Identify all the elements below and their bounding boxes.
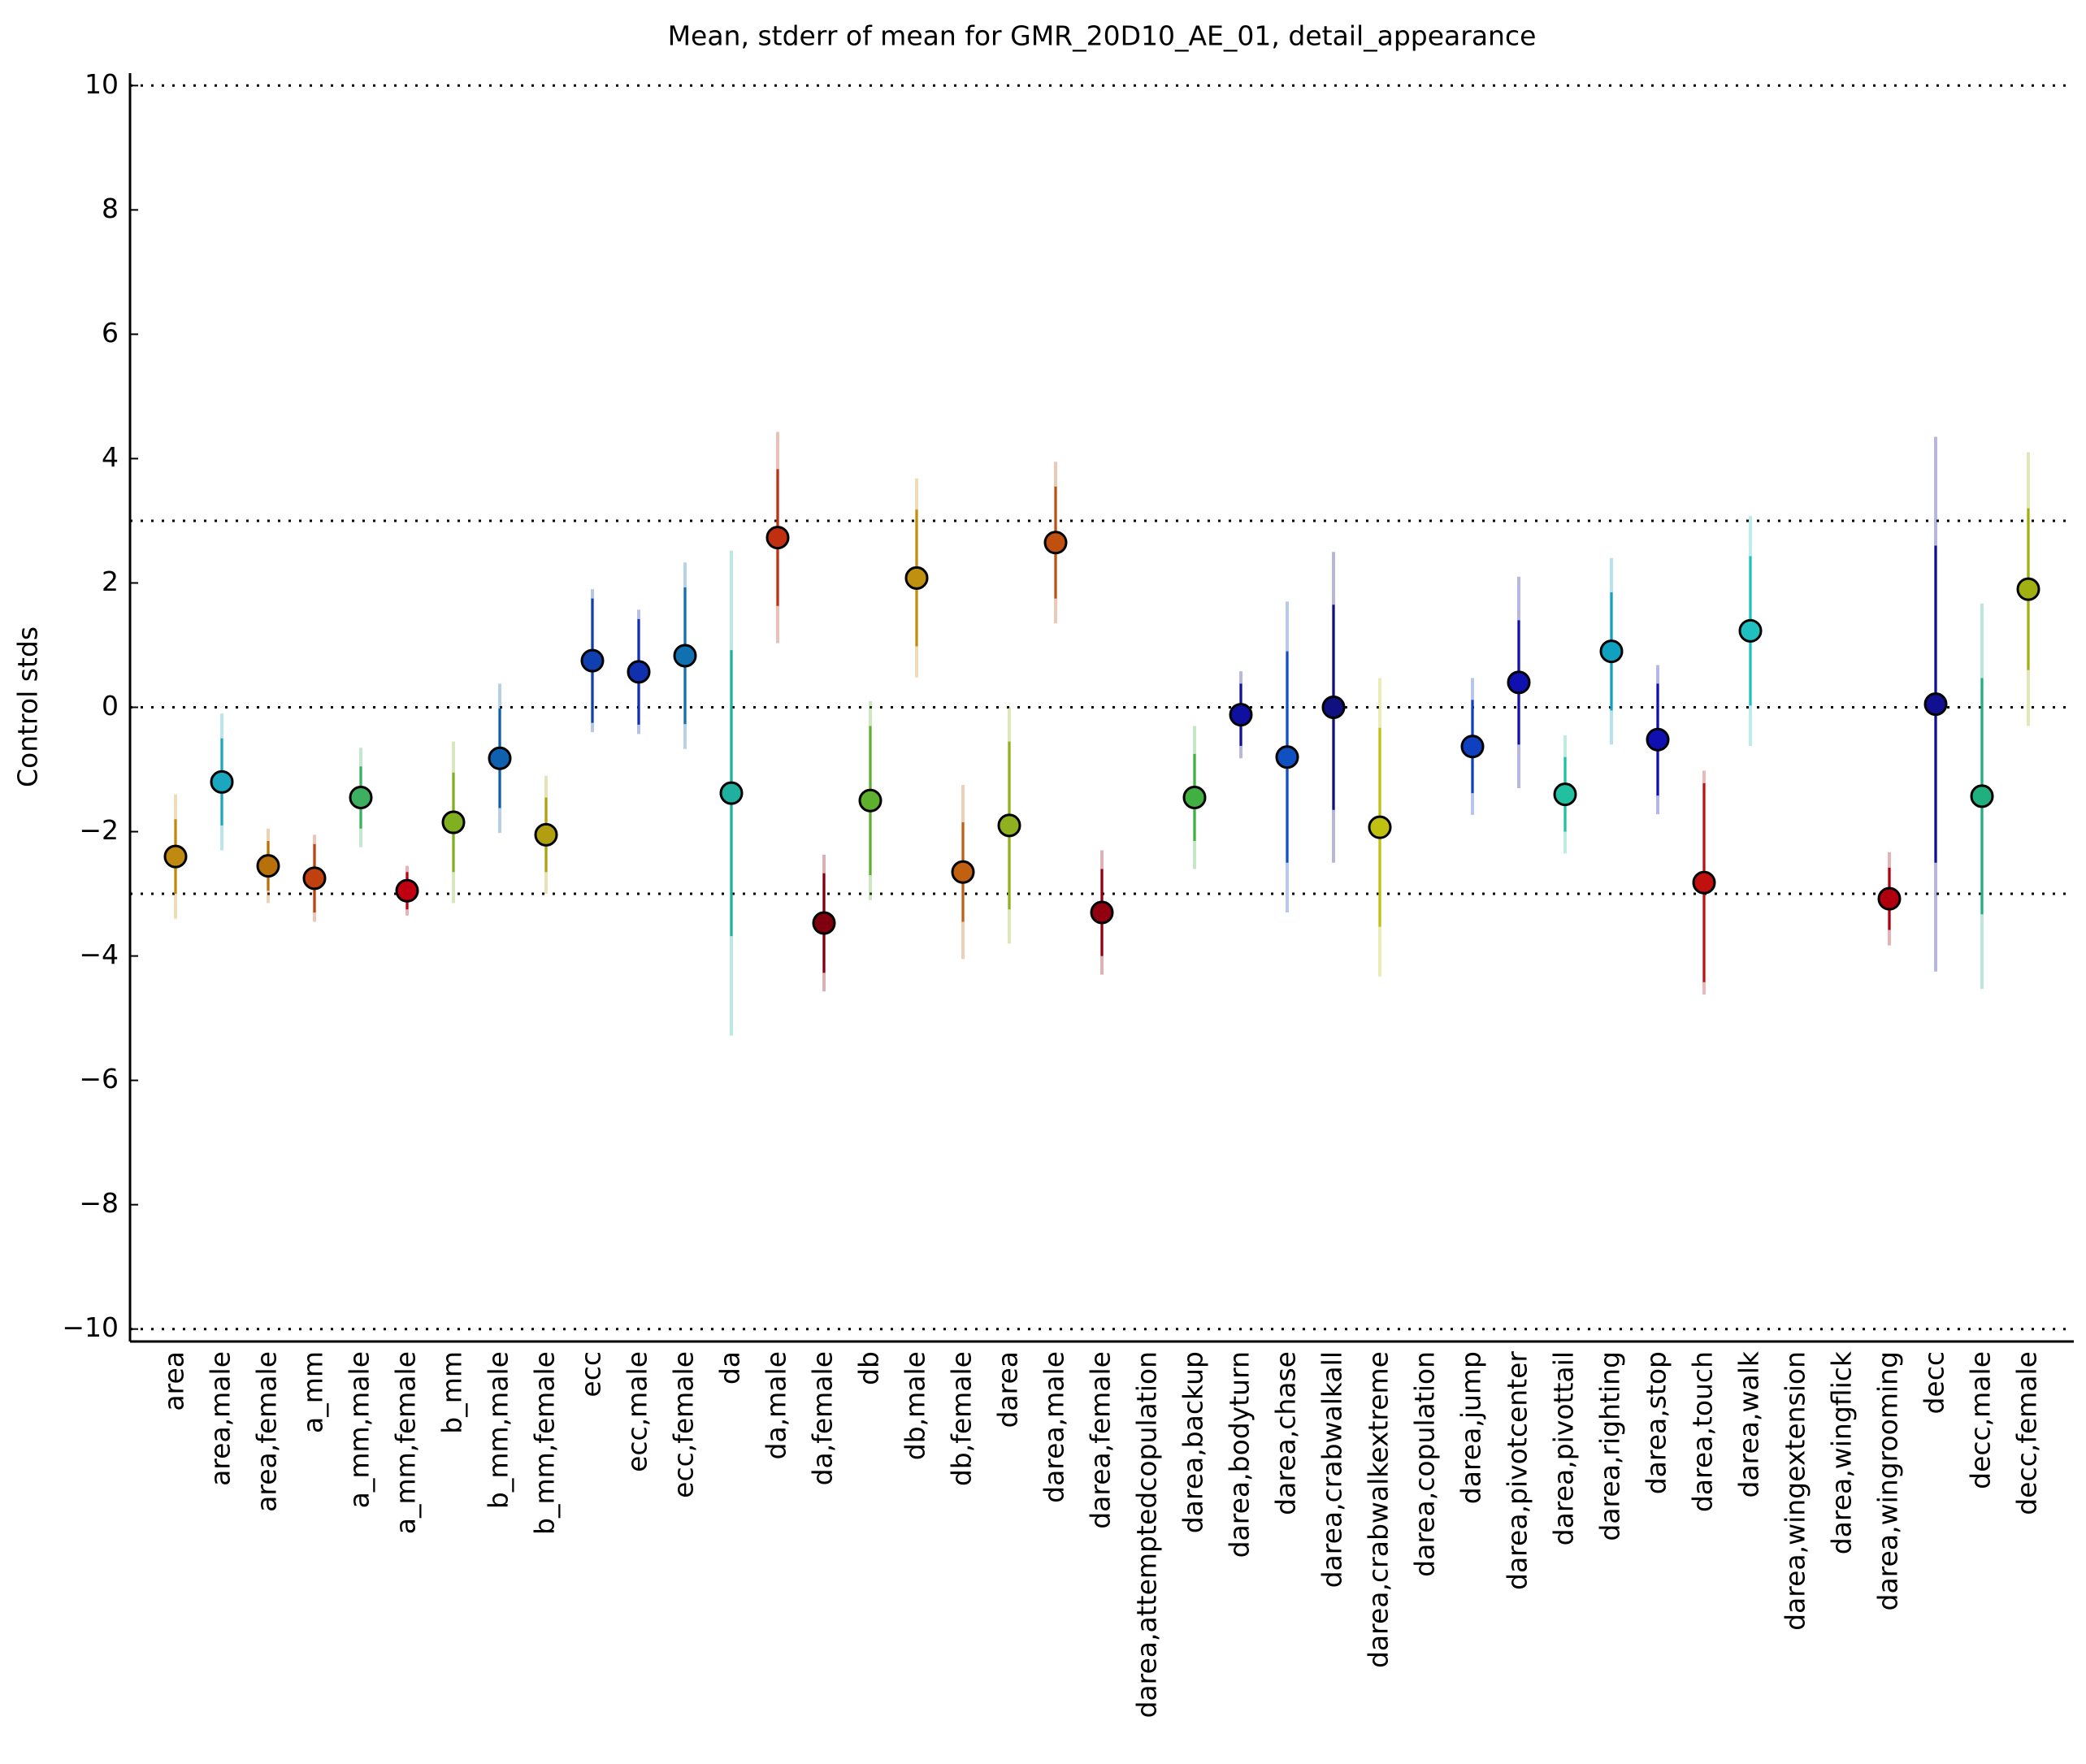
y-tick-label: −6 <box>79 1063 119 1094</box>
mean-marker <box>1970 784 1994 808</box>
x-tick-label: a_mm <box>297 1351 329 1433</box>
x-tick-label: darea <box>992 1351 1024 1428</box>
mean-marker <box>1090 900 1114 925</box>
mean-marker <box>2016 577 2040 601</box>
x-tick-label: decc <box>1919 1351 1950 1415</box>
x-tick-label: decc,male <box>1965 1351 1997 1489</box>
y-tick-label: 2 <box>102 566 119 597</box>
x-tick-label: darea,crabwalkall <box>1316 1351 1348 1588</box>
x-tick-label: darea,backup <box>1177 1351 1209 1533</box>
x-tick-label: darea,touch <box>1687 1351 1719 1512</box>
mean-marker <box>951 860 975 884</box>
x-tick-label: darea,bodyturn <box>1224 1351 1256 1558</box>
y-tick-label: −8 <box>79 1187 119 1219</box>
y-tick-label: −2 <box>79 814 119 846</box>
y-tick-label: 6 <box>102 317 119 349</box>
x-tick-label: area <box>158 1351 190 1411</box>
mean-marker <box>1553 782 1577 807</box>
x-tick-label: db,male <box>900 1351 931 1460</box>
mean-marker <box>1646 727 1670 752</box>
x-tick-label: b_mm,female <box>529 1351 561 1535</box>
mean-marker <box>997 813 1021 838</box>
y-axis-label: Control stds <box>12 626 44 787</box>
mean-marker <box>302 866 327 891</box>
x-tick-label: ecc,female <box>668 1351 700 1498</box>
mean-marker <box>1275 745 1299 769</box>
mean-marker <box>580 648 605 673</box>
mean-marker <box>441 810 466 834</box>
mean-marker <box>1923 692 1948 717</box>
mean-marker <box>349 785 373 809</box>
mean-marker <box>1368 815 1392 839</box>
mean-marker <box>1043 531 1068 555</box>
x-tick-label: ecc <box>575 1351 607 1398</box>
mean-marker <box>858 788 883 813</box>
mean-marker <box>395 878 419 903</box>
y-tick-label: 4 <box>102 441 119 473</box>
mean-marker <box>1460 735 1485 759</box>
mean-marker <box>534 822 558 847</box>
mean-marker <box>1229 703 1253 727</box>
x-tick-label: a_mm,male <box>344 1351 375 1508</box>
mean-marker <box>1321 696 1346 719</box>
mean-marker <box>163 844 188 869</box>
x-tick-label: da,male <box>761 1351 792 1460</box>
x-tick-label: da <box>714 1351 746 1385</box>
x-tick-label: darea,pivottail <box>1548 1351 1580 1545</box>
x-tick-label: darea,wingextension <box>1780 1351 1811 1631</box>
mean-marker <box>488 746 512 770</box>
x-tick-label: decc,female <box>2011 1351 2043 1515</box>
mean-marker <box>627 660 651 684</box>
mean-marker <box>210 769 234 794</box>
x-tick-label: darea,stop <box>1641 1351 1672 1494</box>
x-tick-label: darea,walk <box>1733 1350 1765 1497</box>
x-tick-label: b_mm <box>436 1351 468 1434</box>
mean-marker <box>1692 870 1716 895</box>
y-tick-label: 8 <box>102 193 119 224</box>
x-tick-label: darea,crabwalkextreme <box>1363 1351 1394 1668</box>
x-tick-label: area,male <box>205 1351 236 1486</box>
mean-marker <box>719 781 744 805</box>
x-tick-label: darea,female <box>1085 1351 1117 1529</box>
y-tick-label: 0 <box>102 690 119 722</box>
x-tick-label: darea,copulation <box>1409 1351 1441 1577</box>
x-tick-label: da,female <box>807 1351 839 1485</box>
x-tick-label: db <box>853 1351 885 1385</box>
x-tick-label: darea,jump <box>1455 1351 1487 1504</box>
y-tick-label: −10 <box>62 1311 119 1343</box>
x-tick-label: darea,wingflick <box>1826 1350 1858 1554</box>
mean-marker <box>673 644 697 668</box>
chart-title: Mean, stderr of mean for GMR_20D10_AE_01… <box>668 20 1537 52</box>
x-tick-label: area,female <box>251 1351 283 1512</box>
mean-marker <box>1507 670 1531 695</box>
x-tick-label: darea,wingrooming <box>1872 1351 1904 1610</box>
mean-marker <box>1738 618 1763 643</box>
y-tick-label: 10 <box>85 68 119 100</box>
x-tick-label: a_mm,female <box>390 1351 422 1534</box>
x-tick-label: darea,attemptedcopulation <box>1131 1351 1163 1718</box>
mean-marker <box>1182 785 1207 809</box>
x-tick-label: darea,righting <box>1594 1351 1626 1541</box>
mean-marker <box>904 566 929 590</box>
x-tick-label: ecc,male <box>622 1351 653 1472</box>
mean-marker <box>256 854 280 878</box>
x-tick-label: db,female <box>946 1351 978 1486</box>
mean-marker <box>812 911 836 935</box>
mean-marker <box>1599 639 1624 664</box>
x-tick-label: darea,chase <box>1270 1351 1302 1515</box>
x-tick-label: darea,pivotcenter <box>1502 1351 1533 1590</box>
x-tick-label: darea,male <box>1039 1351 1070 1503</box>
x-tick-label: b_mm,male <box>483 1351 514 1509</box>
mean-marker <box>765 526 790 550</box>
y-tick-label: −4 <box>79 938 119 970</box>
mean-marker <box>1877 886 1902 911</box>
